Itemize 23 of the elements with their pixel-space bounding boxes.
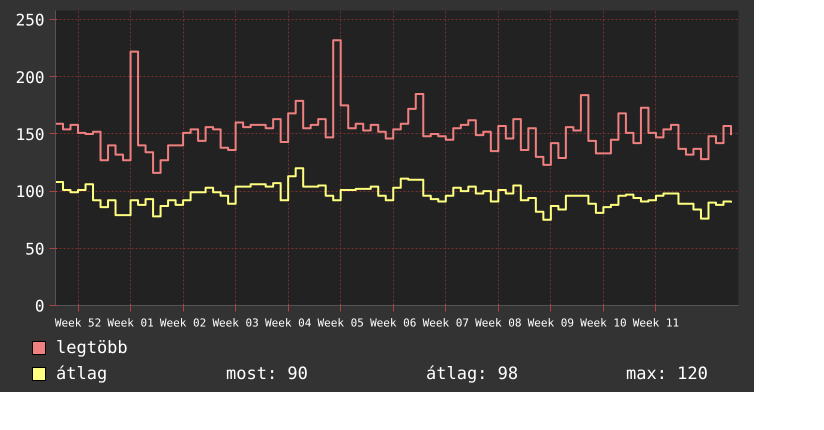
x-tick-label: Week 04	[264, 316, 312, 330]
y-tick-label: 250	[16, 10, 45, 30]
y-tick-label: 100	[16, 182, 45, 202]
x-tick-label: Week 09	[528, 316, 574, 330]
x-tick-label: Week 11	[632, 316, 680, 330]
x-tick-label: Week 08	[475, 316, 522, 330]
x-tick-label: Week 01	[107, 316, 154, 330]
y-tick-label: 0	[34, 296, 45, 316]
x-tick-label: Week 52	[54, 316, 102, 330]
x-tick-label: Week 03	[212, 316, 259, 330]
x-tick-label: Week 10	[580, 316, 627, 330]
y-tick-label: 50	[25, 239, 44, 258]
text: max: 120	[626, 363, 709, 386]
text: most: 90	[226, 363, 309, 386]
x-tick-label: Week 06	[370, 316, 416, 330]
text: átlag: 98	[426, 363, 520, 386]
x-tick-label: Week 02	[160, 316, 206, 330]
y-tick-label: 150	[16, 124, 45, 144]
x-tick-label: Week 05	[318, 316, 364, 330]
legend-label: legtöbb	[56, 337, 129, 360]
y-tick-label: 200	[16, 68, 45, 87]
x-tick-label: Week 07	[422, 316, 469, 330]
legend-label: átlag	[56, 363, 108, 386]
